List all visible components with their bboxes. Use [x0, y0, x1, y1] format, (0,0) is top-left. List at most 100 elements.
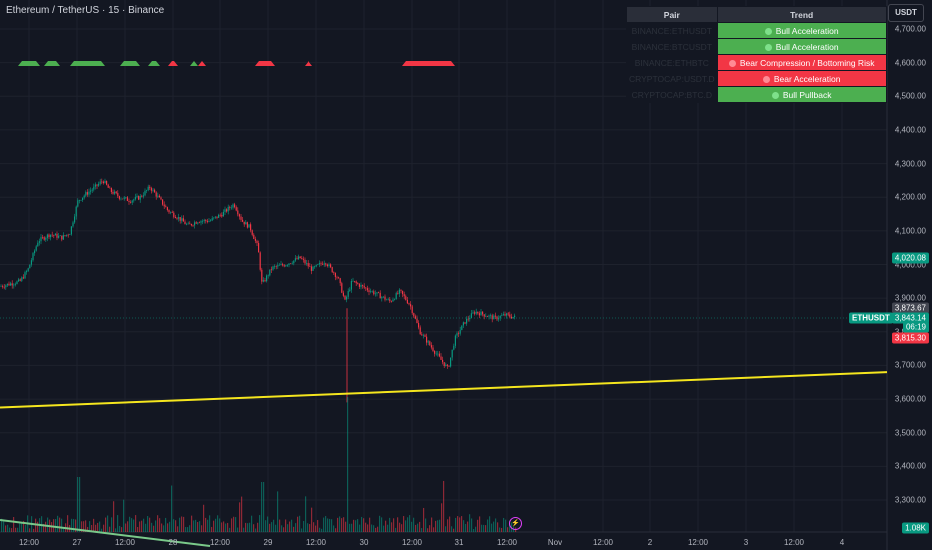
- candle-body: [254, 238, 256, 241]
- candle-body: [35, 246, 37, 251]
- pair-cell: BINANCE:ETHBTC: [626, 54, 718, 71]
- candle-body: [438, 353, 440, 357]
- candle-body: [197, 222, 199, 224]
- volume-bar: [479, 516, 481, 532]
- candle-body: [437, 353, 439, 355]
- volume-bar: [83, 521, 85, 532]
- candle-body: [283, 265, 285, 267]
- volume-bar: [267, 516, 269, 532]
- trendline: [0, 371, 888, 409]
- pair-cell: BINANCE:BTCUSDT: [626, 38, 718, 55]
- candle-body: [270, 269, 272, 271]
- volume-bar: [415, 524, 417, 532]
- volume-bar: [449, 516, 451, 532]
- candle-body: [277, 265, 279, 267]
- candle-body: [378, 292, 380, 293]
- candle-body: [485, 316, 487, 318]
- candle-body: [293, 260, 295, 264]
- candle-body: [429, 341, 431, 346]
- candle-body: [466, 318, 468, 324]
- volume-bar: [195, 519, 197, 532]
- trend-label: Bear Acceleration: [773, 73, 841, 84]
- candle-body: [376, 292, 378, 294]
- pair-header: Pair: [626, 6, 718, 23]
- time-tick-label: 30: [359, 538, 369, 547]
- candle-body: [46, 234, 48, 238]
- candle-body: [179, 217, 181, 221]
- candle-body: [285, 265, 287, 267]
- currency-button[interactable]: USDT: [888, 4, 924, 22]
- candle-body: [355, 281, 357, 284]
- candle-body: [501, 315, 503, 316]
- candle-body: [421, 334, 423, 336]
- candle-body: [202, 220, 204, 222]
- pair-cell: CRYPTOCAP:BTC.D: [626, 86, 718, 103]
- volume-bar: [201, 525, 203, 532]
- candle-body: [322, 263, 324, 265]
- candle-body: [222, 211, 224, 217]
- candle-body: [386, 299, 388, 301]
- volume-bar: [33, 528, 35, 532]
- candle-body: [19, 279, 21, 281]
- candle-body: [315, 264, 317, 267]
- volume-bar: [485, 525, 487, 532]
- candle-body: [288, 263, 290, 265]
- candle-body: [301, 258, 303, 259]
- candle-body: [32, 253, 34, 261]
- volume-bar: [123, 499, 125, 532]
- trend-header: Trend: [716, 6, 887, 23]
- volume-bar: [225, 523, 227, 532]
- candle-body: [114, 191, 116, 194]
- candle-body: [192, 225, 194, 226]
- candle-body: [370, 291, 372, 293]
- volume-bar: [431, 517, 433, 532]
- lightning-icon[interactable]: ⚡: [509, 517, 522, 530]
- volume-bar: [245, 522, 247, 532]
- volume-bar: [419, 521, 421, 532]
- price-tick-label: 3,500.00: [894, 428, 926, 438]
- volume-bar: [57, 515, 59, 532]
- volume-bar: [169, 521, 171, 532]
- candle-body: [245, 222, 247, 225]
- candle-body: [514, 315, 516, 317]
- candle-body: [125, 197, 127, 198]
- volume-bar: [293, 526, 295, 532]
- candle-body: [78, 200, 80, 201]
- candle-body: [75, 206, 77, 217]
- volume-bar: [271, 522, 273, 532]
- candle-body: [150, 188, 152, 191]
- candle-body: [267, 275, 269, 277]
- volume-bar: [265, 520, 267, 532]
- table-row: BINANCE:ETHBTC Bear Compression / Bottomi…: [626, 54, 887, 71]
- candle-body: [472, 312, 474, 314]
- volume-bar: [145, 523, 147, 532]
- candle-body: [330, 264, 332, 268]
- volume-bar: [17, 527, 19, 532]
- candle-body: [344, 295, 346, 300]
- candle-body: [242, 219, 244, 222]
- volume-bar: [249, 522, 251, 532]
- candle-body: [251, 230, 253, 235]
- candle-body: [136, 196, 138, 197]
- volume-bar: [105, 517, 107, 532]
- candle-body: [48, 234, 50, 238]
- candle-body: [427, 341, 429, 343]
- candle-body: [21, 277, 23, 281]
- candle-body: [190, 224, 192, 226]
- volume-bar: [47, 517, 49, 532]
- volume-bar: [373, 525, 375, 532]
- candle-body: [22, 277, 24, 279]
- candle-body: [56, 233, 58, 238]
- time-tick-label: 12:00: [496, 538, 518, 547]
- volume-bar: [143, 518, 145, 532]
- candle-body: [189, 223, 191, 225]
- volume-bar: [139, 521, 141, 532]
- volume-bar: [501, 527, 503, 532]
- time-tick-label: 12:00: [783, 538, 805, 547]
- candle-body: [446, 364, 448, 366]
- candle-body: [11, 283, 13, 286]
- trend-cell: Bull Acceleration: [716, 38, 887, 55]
- candle-body: [178, 217, 180, 219]
- candle-body: [24, 272, 26, 279]
